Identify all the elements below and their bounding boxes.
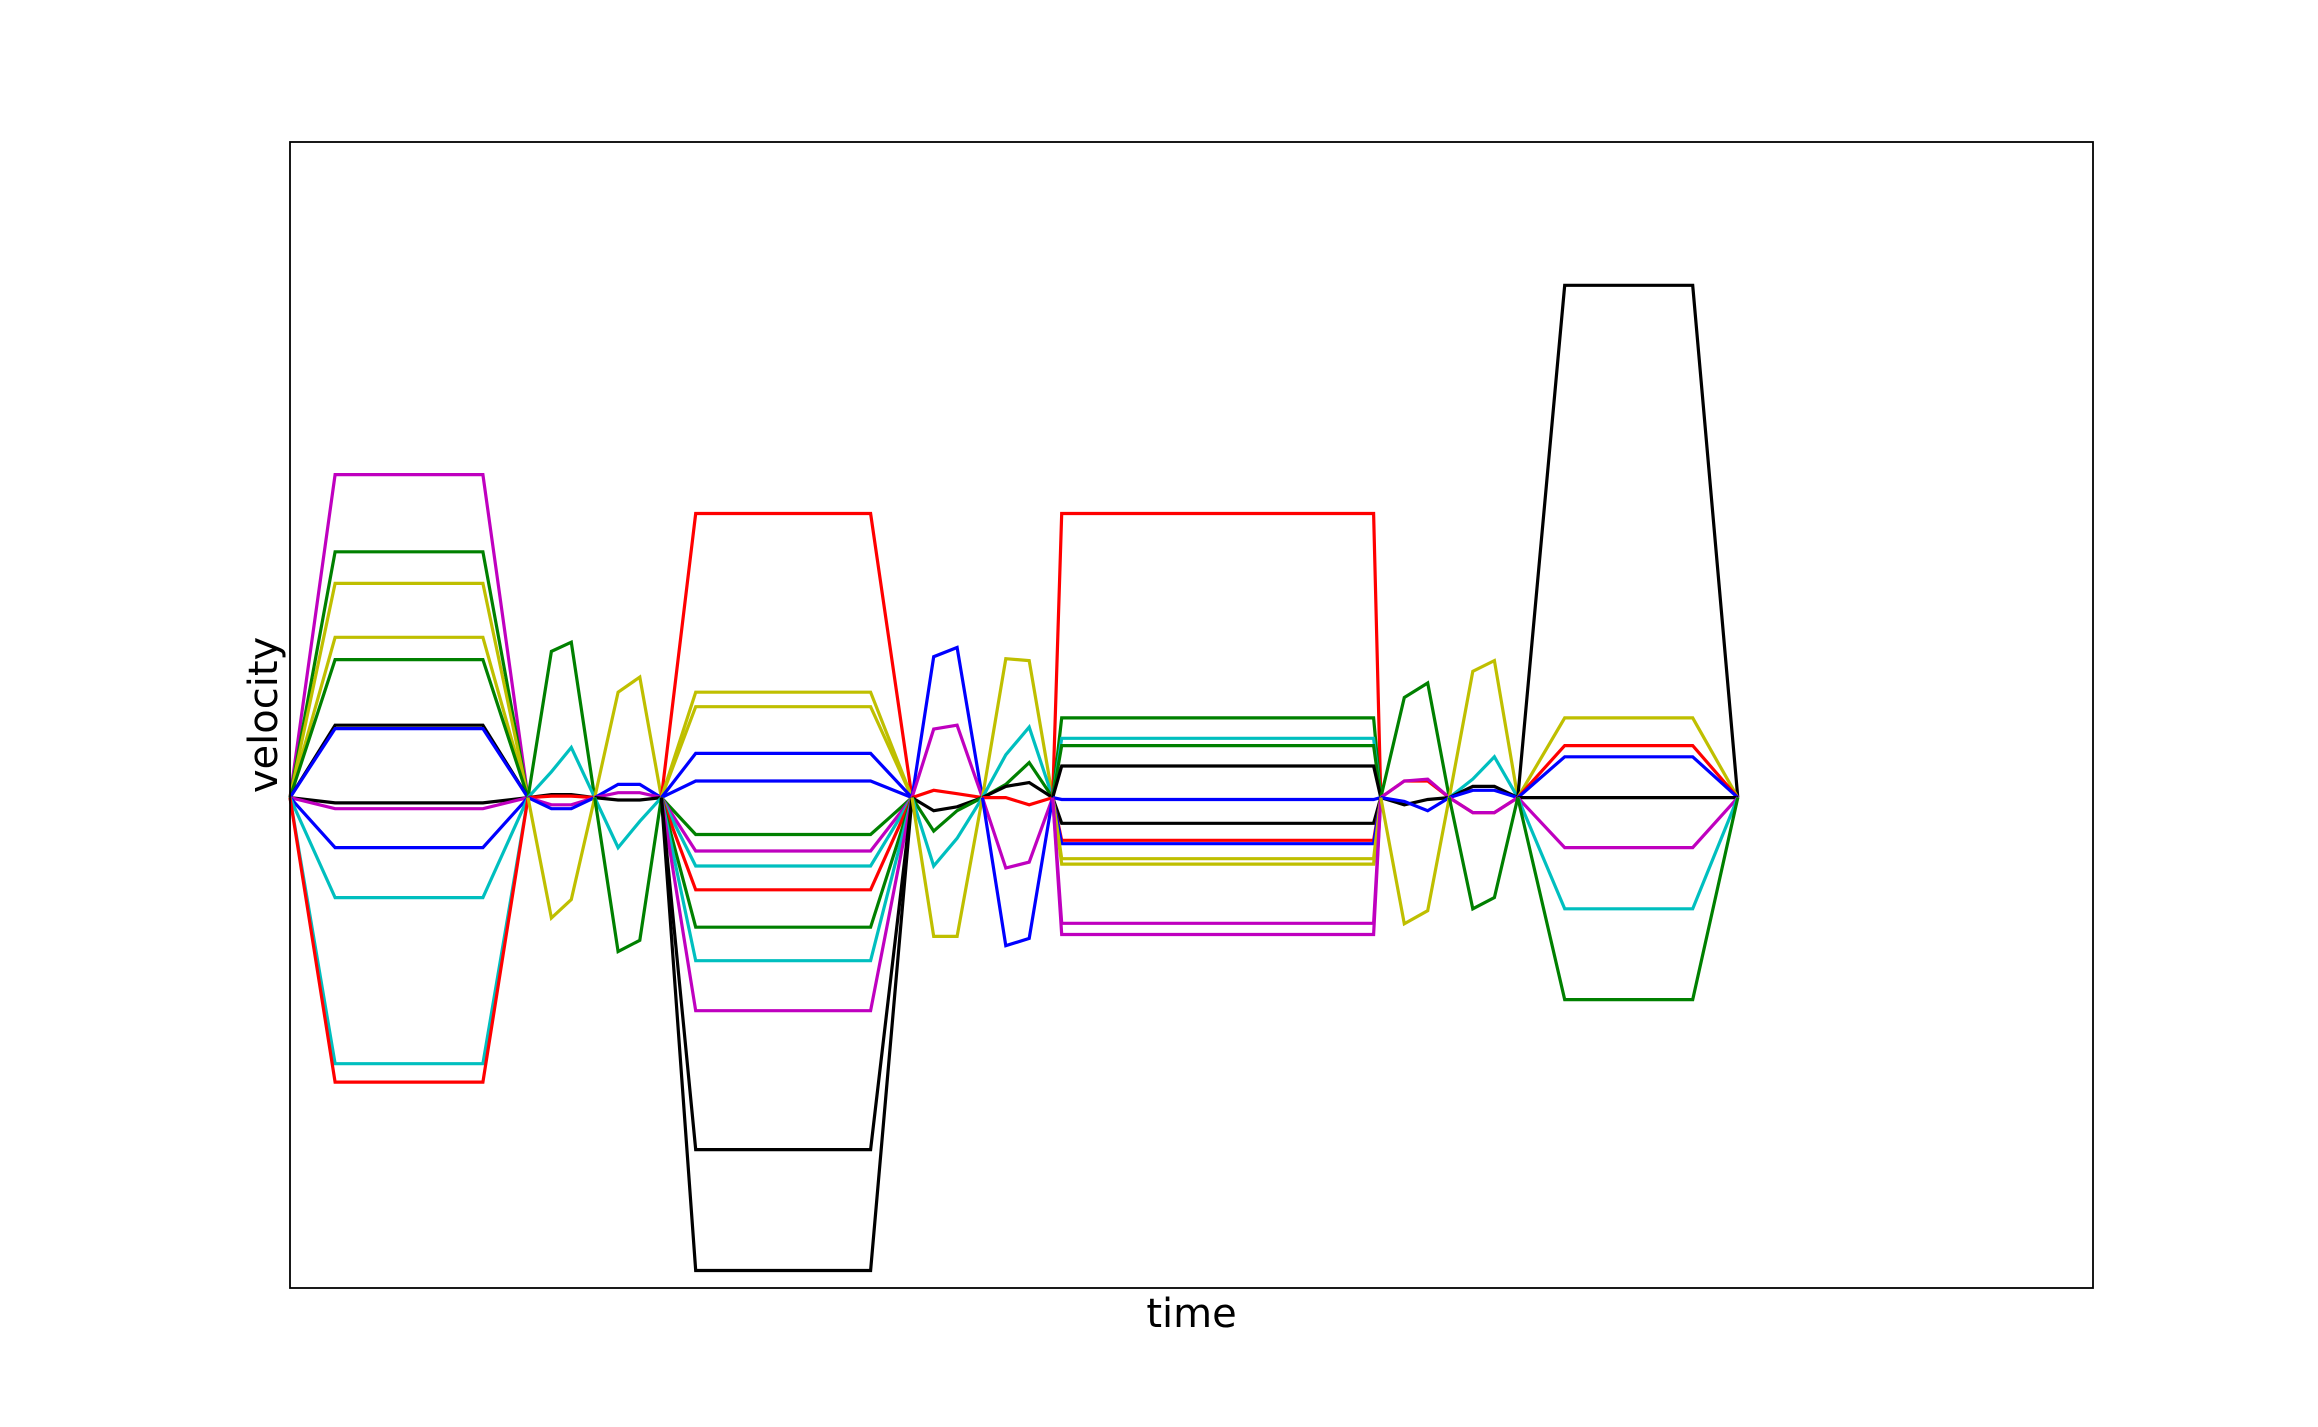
series-line-8-3 [1379, 777, 1451, 799]
series-line-7-11 [1051, 797, 1383, 866]
series-line-4-4 [660, 751, 914, 799]
series-line-6-7 [980, 797, 1055, 948]
series-line-4-2 [659, 690, 914, 799]
series-line-6-1 [980, 656, 1055, 798]
series-line-5-3 [911, 788, 983, 800]
series-line-4-12 [659, 797, 914, 1013]
series-line-5-4 [911, 796, 983, 813]
series-line-2-4 [527, 794, 595, 800]
series-line-6-5 [982, 795, 1054, 807]
plot-area-frame [289, 141, 2094, 1289]
series-line-5-7 [910, 797, 984, 939]
series-line-3-4 [594, 796, 662, 802]
series-line-8-6 [1379, 797, 1451, 927]
series-line-1-3 [288, 581, 530, 798]
series-line-4-7 [660, 796, 914, 853]
series-line-4-10 [659, 797, 914, 929]
series-line-1-9 [289, 796, 529, 811]
series-line-4-6 [660, 796, 914, 837]
series-line-6-6 [980, 797, 1055, 870]
series-line-5-5 [910, 796, 984, 834]
series-line-4-1 [659, 511, 914, 798]
series-line-9-6 [1448, 796, 1519, 815]
series-line-8-4 [1380, 796, 1450, 807]
series-line-1-4 [288, 635, 530, 799]
series-line-9-4 [1448, 788, 1519, 800]
series-line-6-2 [980, 723, 1055, 799]
y-axis-label: velocity [241, 637, 287, 793]
series-line-10-1 [1516, 283, 1740, 798]
series-line-7-4 [1051, 743, 1383, 798]
series-line-5-6 [910, 796, 984, 870]
series-line-7-13 [1051, 797, 1383, 937]
series-line-1-13 [288, 797, 530, 1084]
series-line-4-3 [659, 705, 914, 799]
series-line-10-4 [1516, 755, 1739, 799]
series-line-1-2 [288, 550, 530, 798]
series-line-1-7 [288, 726, 530, 799]
series-line-4-9 [659, 796, 914, 892]
series-line-4-11 [659, 797, 914, 963]
series-line-3-2 [593, 782, 663, 799]
series-line-3-6 [593, 797, 663, 954]
series-line-5-2 [910, 723, 984, 799]
series-line-1-10 [288, 796, 530, 850]
series-line-2-7 [526, 797, 597, 922]
series-line-8-5 [1380, 796, 1451, 813]
series-line-5-1 [910, 645, 984, 798]
series-line-10-8 [1516, 797, 1740, 1002]
series-line-7-6 [1052, 796, 1382, 802]
x-axis-label: time [1146, 1291, 1236, 1337]
series-line-10-3 [1516, 743, 1740, 799]
series-line-3-3 [594, 791, 662, 800]
series-line-2-6 [527, 796, 596, 811]
series-line-4-14 [659, 797, 914, 1273]
series-line-10-6 [1516, 796, 1739, 850]
series-line-3-5 [593, 796, 663, 851]
series-line-2-1 [526, 639, 597, 798]
series-line-9-3 [1448, 784, 1519, 800]
series-line-1-11 [288, 796, 530, 900]
series-line-1-8 [289, 796, 529, 805]
series-line-10-7 [1516, 796, 1740, 911]
series-line-6-4 [981, 780, 1054, 800]
plot-lines [288, 283, 1740, 1273]
series-line-9-1 [1447, 658, 1520, 798]
series-line-4-13 [659, 797, 914, 1152]
series-line-8-1 [1379, 680, 1451, 798]
series-line-7-5 [1051, 764, 1383, 799]
series-line-2-5 [527, 796, 596, 807]
series-line-2-2 [526, 744, 597, 799]
series-line-1-5 [288, 657, 530, 799]
series-line-3-1 [593, 674, 663, 798]
series-line-4-8 [659, 796, 914, 868]
series-line-10-2 [1516, 716, 1740, 799]
series-line-7-1 [1051, 511, 1383, 798]
series-line-4-5 [660, 779, 913, 800]
series-line-9-7 [1447, 797, 1520, 912]
series-line-1-1 [288, 473, 530, 798]
series-line-9-2 [1448, 754, 1520, 799]
